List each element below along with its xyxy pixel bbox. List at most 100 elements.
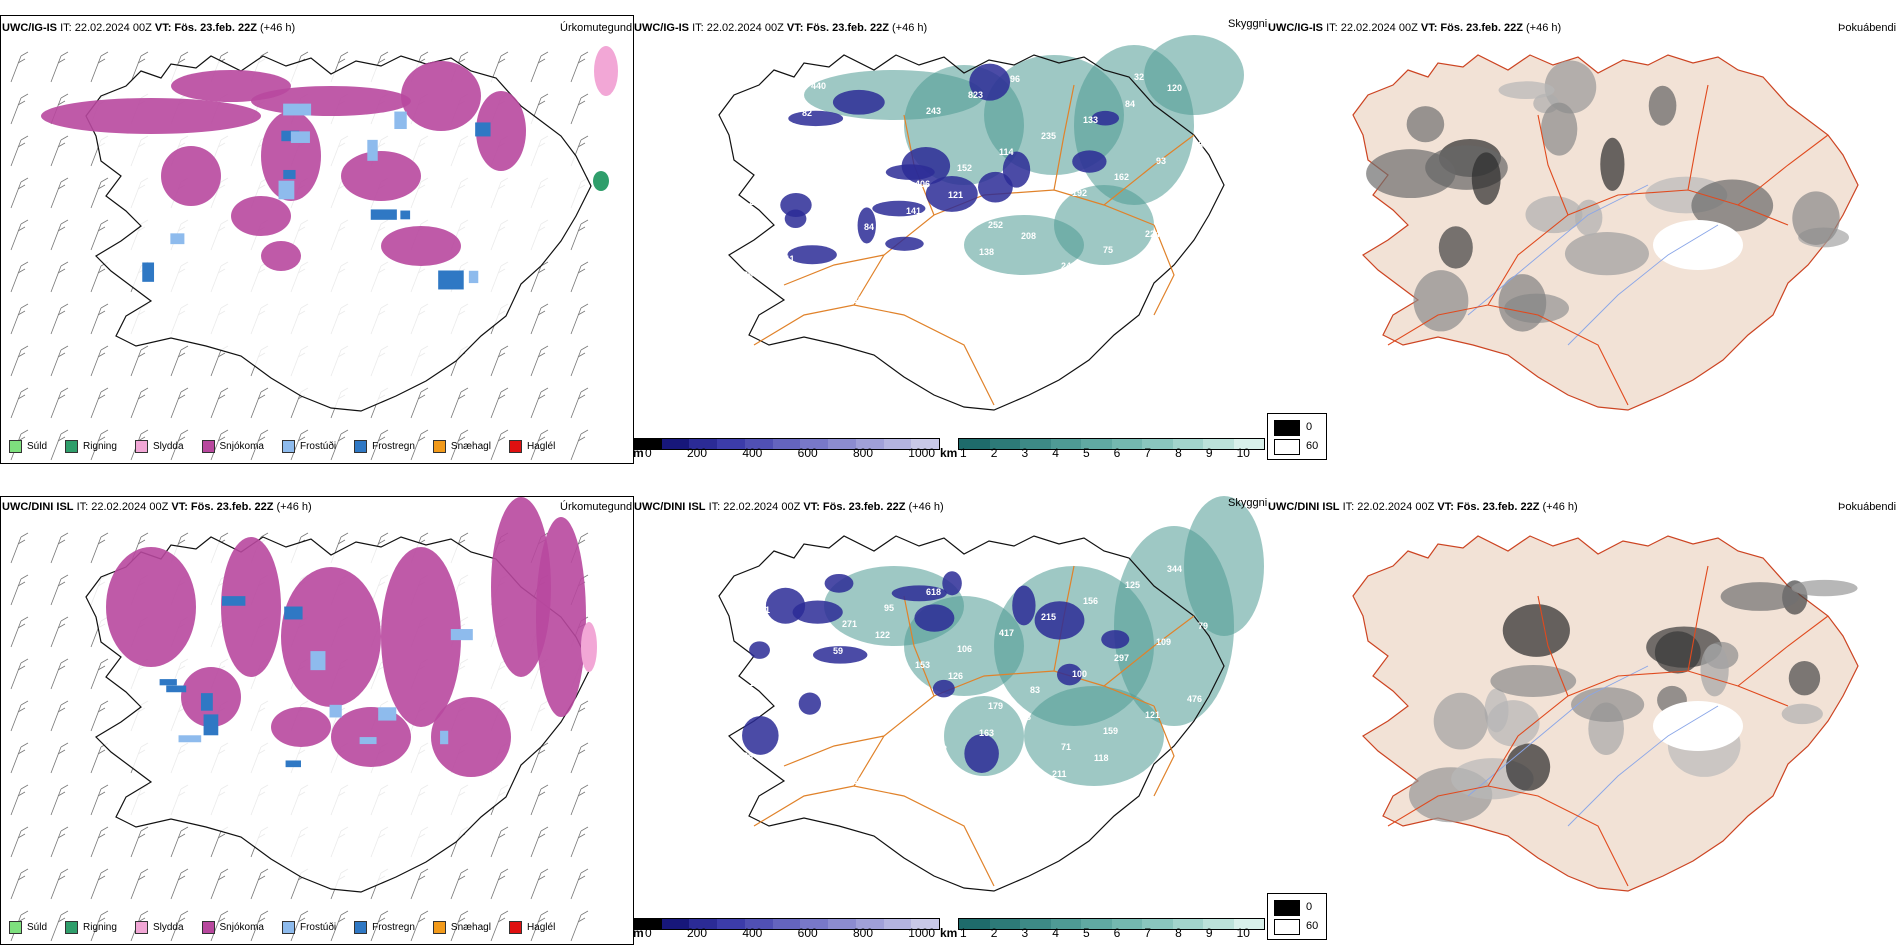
snow-area: [41, 98, 261, 134]
lead-time: (+46 h): [1526, 22, 1562, 34]
wind-barb: [570, 303, 589, 335]
colorbar-bin: [1111, 439, 1142, 449]
freezing-precip-area: [178, 735, 202, 743]
ceiling-value: 121: [1145, 710, 1160, 720]
colorbar-bin: [911, 919, 940, 929]
colorbar-bin: [959, 439, 990, 449]
colorbar-tick: 8: [1175, 926, 1182, 940]
model-name: UWC/IG-IS: [1268, 22, 1323, 34]
low-ceiling-area: [885, 164, 935, 180]
legend-label: Súld: [27, 922, 48, 933]
wind-barb: [530, 910, 549, 942]
legend-item-slydda: Slydda: [134, 440, 184, 453]
ceiling-value: 84: [864, 222, 874, 232]
snow-area: [261, 241, 301, 271]
colorbar-bin: [772, 919, 801, 929]
colorbar-bin: [1111, 919, 1142, 929]
legend-item-haglél: Haglél: [508, 921, 555, 934]
wind-barb: [10, 177, 29, 209]
wind-barb: [10, 574, 29, 606]
fog-panel: [1268, 15, 1900, 462]
ceiling-value: 84: [1125, 99, 1135, 109]
wind-barb: [90, 658, 109, 690]
low-ceiling-area: [787, 245, 837, 265]
freezing-precip-area: [285, 760, 301, 768]
init-time: IT: 22.02.2024 00Z: [60, 22, 152, 34]
ceiling-value: 224: [1145, 229, 1160, 239]
low-ceiling-area: [792, 600, 843, 624]
wind-barb: [450, 910, 469, 942]
lead-time: (+46 h): [276, 501, 312, 513]
visibility-header: UWC/DINI ISL IT: 22.02.2024 00Z VT: Fös.…: [634, 501, 944, 513]
snow-area: [251, 86, 411, 116]
colorbar-bin: [717, 919, 745, 929]
legend-item-súld: Súld: [9, 921, 47, 934]
snow-area: [381, 547, 461, 727]
wind-barb: [210, 868, 229, 900]
ceiling-value: 93: [1156, 156, 1166, 166]
wind-barb: [90, 868, 109, 900]
fog-indicator-area: [1486, 700, 1540, 747]
wind-barb: [90, 387, 109, 419]
rain-area: [593, 171, 609, 191]
ceiling-value: 105: [937, 263, 952, 273]
fog-title: Þokuábendi: [1838, 501, 1897, 513]
wind-barb: [10, 700, 29, 732]
visibility-colorbar: [958, 918, 1265, 930]
wind-barb: [10, 784, 29, 816]
legend-swatch: [508, 440, 522, 453]
wind-barb: [50, 261, 69, 293]
wind-barb: [50, 303, 69, 335]
ceiling-value: 476: [1187, 694, 1202, 704]
freezing-precip-area: [142, 262, 155, 282]
wind-barb: [530, 429, 549, 461]
colorbar-bin: [717, 439, 745, 449]
snow-area: [331, 707, 411, 767]
colorbar-bin: [1233, 439, 1264, 449]
ceiling-value: 88: [1030, 204, 1040, 214]
low-visibility-area: [1054, 185, 1154, 265]
low-ceiling-area: [1057, 663, 1083, 686]
legend-item-snæhagl: Snæhagl: [432, 921, 491, 934]
ceiling-value: 104: [791, 181, 806, 191]
model-name: UWC/IG-IS: [634, 22, 689, 34]
snow-area: [431, 697, 511, 777]
freezing-precip-area: [475, 122, 491, 137]
legend-label: Frostúði: [299, 441, 337, 452]
wind-barb: [10, 303, 29, 335]
colorbar-bin: [689, 919, 718, 929]
wind-barb: [490, 345, 509, 377]
fog-indicator-area: [1720, 582, 1800, 611]
lead-time: (+46 h): [908, 501, 944, 513]
wind-barb: [90, 742, 109, 774]
colorbar-bin: [883, 439, 912, 449]
ceiling-unit: m: [633, 926, 644, 940]
wind-barb: [90, 700, 109, 732]
fog-indicator-area: [1575, 199, 1603, 236]
ceiling-value: 385: [802, 589, 817, 599]
colorbar-bin: [744, 919, 773, 929]
freezing-precip-area: [468, 270, 479, 284]
ceiling-value: 24: [1061, 261, 1071, 271]
sleet-area: [594, 46, 618, 96]
ceiling-value: 88: [1021, 712, 1031, 722]
wind-barb: [370, 429, 389, 461]
low-ceiling-area: [969, 63, 1011, 101]
ceiling-value: 82: [802, 108, 812, 118]
valid-time: VT: Fös. 23.feb. 22Z: [1437, 501, 1540, 513]
visibility-map: 81 82 67 121 208 125 120 63 182 141 138 57 84 83 104 84…: [718, 35, 1244, 411]
fog-indicator-area: [1433, 692, 1489, 750]
fog-indicator-area: [1781, 703, 1823, 725]
fog-indicator-area: [1691, 179, 1774, 232]
legend-label: Snjókoma: [219, 441, 264, 452]
legend-swatch: [508, 921, 522, 934]
low-ceiling-area: [742, 716, 779, 755]
ceiling-value: 192: [1072, 188, 1087, 198]
wind-barb: [570, 261, 589, 293]
fog-header: UWC/IG-IS IT: 22.02.2024 00Z VT: Fös. 23…: [1268, 22, 1561, 34]
colorbar-tick: 400: [742, 926, 763, 940]
visibility-ticks: 1 2 3 4 5 6 7 8 9 10: [960, 446, 1250, 460]
wind-barb: [50, 826, 69, 858]
wind-barb: [490, 387, 509, 419]
legend-swatch: [281, 440, 295, 453]
